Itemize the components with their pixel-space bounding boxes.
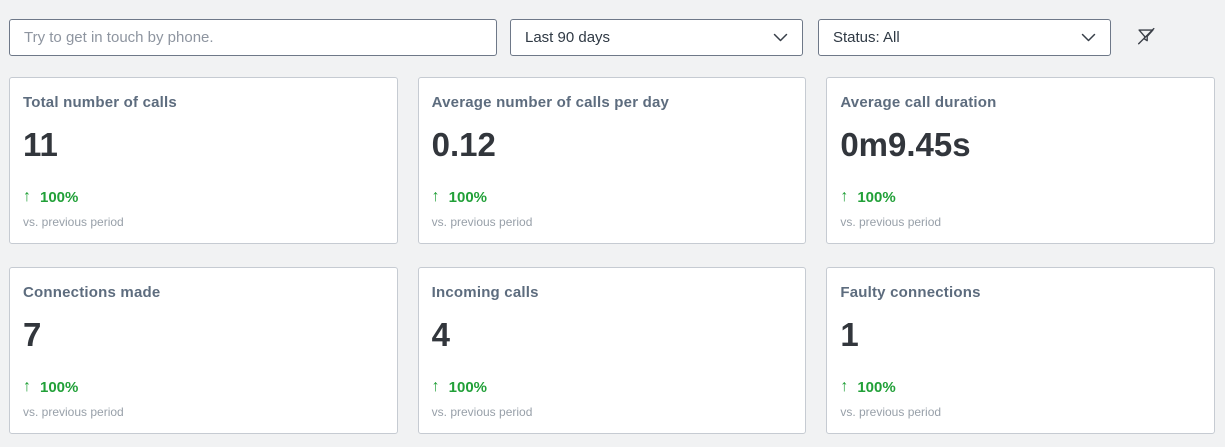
metric-value: 1 xyxy=(840,316,859,353)
date-range-value: Last 90 days xyxy=(525,29,611,46)
metric-value: 7 xyxy=(23,316,42,353)
metric-value: 0m9.45s xyxy=(840,126,971,163)
change-percent: 100% xyxy=(857,378,896,396)
metric-value: 4 xyxy=(431,316,451,353)
clear-filters-button[interactable] xyxy=(1132,24,1160,52)
metric-card-faulty-connections: Faulty connections 1 ↑ 100% vs. previous… xyxy=(826,267,1215,434)
metric-change: ↑ 100% xyxy=(840,378,1200,396)
search-input[interactable] xyxy=(9,19,497,56)
metric-title: Average number of calls per day xyxy=(431,94,670,111)
chevron-down-icon xyxy=(1081,29,1096,46)
metric-change: ↑ 100% xyxy=(432,188,792,206)
metric-value: 0.12 xyxy=(431,126,496,163)
comparison-label: vs. previous period xyxy=(840,405,942,419)
metric-title: Incoming calls xyxy=(431,284,539,301)
chevron-down-icon xyxy=(773,29,788,46)
metric-title: Average call duration xyxy=(840,94,997,111)
metric-title: Connections made xyxy=(23,284,161,301)
change-percent: 100% xyxy=(448,378,488,396)
funnel-slash-icon xyxy=(1135,25,1157,50)
comparison-label: vs. previous period xyxy=(23,405,124,419)
metric-title: Faulty connections xyxy=(840,284,981,301)
change-percent: 100% xyxy=(448,188,488,206)
trend-up-icon: ↑ xyxy=(431,378,440,395)
change-percent: 100% xyxy=(40,188,79,206)
date-range-dropdown[interactable]: Last 90 days xyxy=(510,19,803,56)
metric-title: Total number of calls xyxy=(23,94,177,111)
metric-change: ↑ 100% xyxy=(840,188,1200,206)
metric-change: ↑ 100% xyxy=(23,188,383,206)
metrics-grid: Total number of calls 11 ↑ 100% vs. prev… xyxy=(0,56,1225,434)
comparison-label: vs. previous period xyxy=(23,215,124,229)
status-value: Status: All xyxy=(833,29,900,46)
trend-up-icon: ↑ xyxy=(840,188,849,205)
metric-card-connections-made: Connections made 7 ↑ 100% vs. previous p… xyxy=(9,267,398,434)
trend-up-icon: ↑ xyxy=(431,188,440,205)
metric-value: 11 xyxy=(23,126,58,163)
metric-card-avg-call-duration: Average call duration 0m9.45s ↑ 100% vs.… xyxy=(826,77,1215,244)
trend-up-icon: ↑ xyxy=(23,188,31,205)
comparison-label: vs. previous period xyxy=(431,215,533,229)
change-percent: 100% xyxy=(40,378,79,396)
comparison-label: vs. previous period xyxy=(840,215,942,229)
metric-change: ↑ 100% xyxy=(432,378,792,396)
filter-bar: Last 90 days Status: All xyxy=(0,0,1225,56)
metric-card-total-calls: Total number of calls 11 ↑ 100% vs. prev… xyxy=(9,77,398,244)
change-percent: 100% xyxy=(857,188,896,206)
status-dropdown[interactable]: Status: All xyxy=(818,19,1111,56)
trend-up-icon: ↑ xyxy=(840,378,849,395)
trend-up-icon: ↑ xyxy=(23,378,31,395)
comparison-label: vs. previous period xyxy=(431,405,533,419)
metric-change: ↑ 100% xyxy=(23,378,383,396)
metric-card-avg-calls-per-day: Average number of calls per day 0.12 ↑ 1… xyxy=(417,77,807,244)
metric-card-incoming-calls: Incoming calls 4 ↑ 100% vs. previous per… xyxy=(417,267,807,434)
